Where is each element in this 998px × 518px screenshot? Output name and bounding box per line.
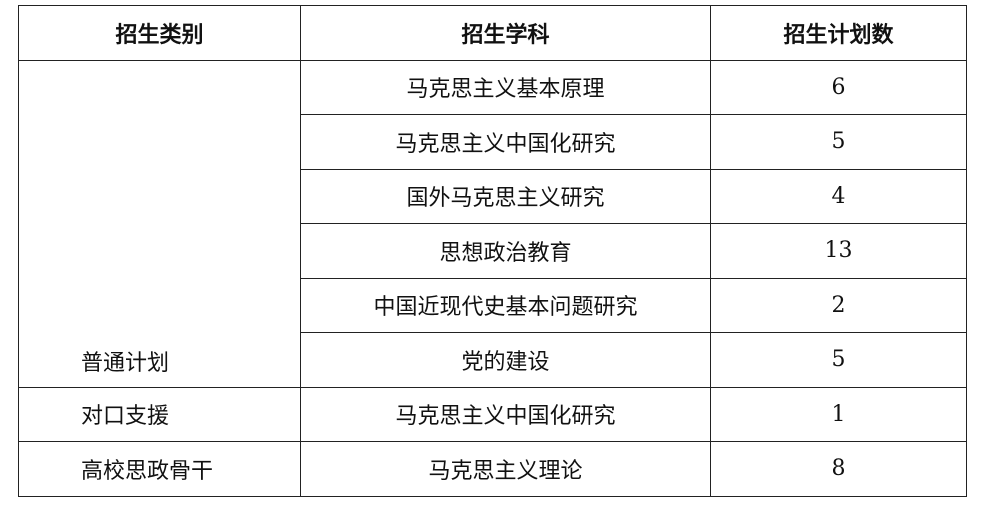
table-row: 思想政治教育 13 [19, 223, 967, 279]
table-row: 对口支援 马克思主义中国化研究 1 [18, 386, 967, 442]
subject-cell: 马克思主义中国化研究 [300, 386, 711, 442]
table-row: 中国近现代史基本问题研究 2 [19, 277, 967, 333]
subject-cell: 马克思主义理论 [300, 441, 711, 497]
count-cell: 6 [710, 59, 967, 115]
table-header-row: 招生类别 招生学科 招生计划数 [18, 5, 967, 61]
subject-cell: 党的建设 [300, 332, 711, 388]
category-cell: 对口支援 [18, 386, 301, 442]
count-cell: 13 [710, 223, 967, 279]
count-cell: 8 [710, 441, 967, 497]
subject-cell: 国外马克思主义研究 [300, 168, 711, 224]
count-cell: 5 [710, 114, 967, 170]
table-row: 国外马克思主义研究 4 [19, 168, 967, 224]
header-subject: 招生学科 [300, 5, 711, 61]
header-category: 招生类别 [18, 5, 301, 61]
header-count: 招生计划数 [710, 5, 967, 61]
count-cell: 4 [710, 168, 967, 224]
enrollment-plan-table: 招生类别 招生学科 招生计划数 普通计划 马克思主义基本原理 6 马克思主义中国… [18, 5, 967, 497]
category-cell: 普通计划 [18, 59, 301, 388]
subject-cell: 马克思主义中国化研究 [300, 114, 711, 170]
table-row: 党的建设 5 [19, 332, 967, 388]
count-cell: 1 [710, 386, 967, 442]
table-row: 高校思政骨干 马克思主义理论 8 [18, 441, 967, 497]
table-row: 马克思主义中国化研究 5 [19, 114, 967, 170]
count-cell: 2 [710, 277, 967, 333]
count-cell: 5 [710, 332, 967, 388]
category-cell: 高校思政骨干 [18, 441, 301, 497]
subject-cell: 马克思主义基本原理 [300, 59, 711, 115]
subject-cell: 中国近现代史基本问题研究 [300, 277, 711, 333]
table-row: 普通计划 马克思主义基本原理 6 [18, 59, 967, 388]
subject-cell: 思想政治教育 [300, 223, 711, 279]
